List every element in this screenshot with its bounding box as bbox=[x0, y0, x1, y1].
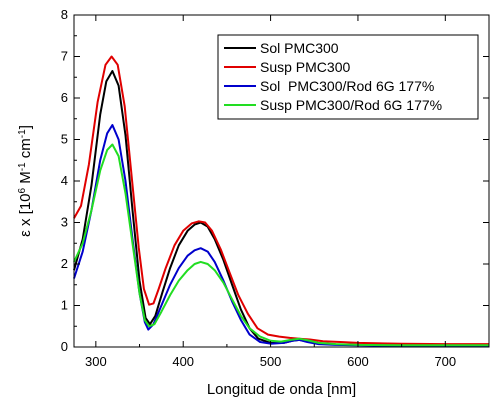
x-tick-label: 600 bbox=[347, 354, 369, 369]
series-line-4 bbox=[73, 143, 489, 347]
y-axis-title: ε x [106 M-1 cm-1] bbox=[17, 125, 35, 237]
y-tick-label: 0 bbox=[61, 339, 68, 354]
y-axis: 0 1 2 3 4 5 6 7 8 bbox=[61, 7, 489, 354]
y-tick-label: 3 bbox=[61, 215, 68, 230]
legend-label-2: Susp PMC300 bbox=[260, 59, 350, 75]
y-title-exp1: 6 bbox=[17, 188, 28, 194]
legend: Sol PMC300 Susp PMC300 Sol PMC300/Rod 6G 1… bbox=[217, 34, 479, 120]
legend-label-3: Sol PMC300/Rod 6G 177% bbox=[260, 78, 434, 94]
legend-items: Sol PMC300 Susp PMC300 Sol PMC300/Rod 6G 1… bbox=[224, 40, 442, 113]
x-axis-title: Longitud de onda [nm] bbox=[207, 381, 356, 398]
y-title-exp3: -1 bbox=[17, 129, 28, 138]
y-tick-label: 6 bbox=[61, 90, 68, 105]
y-title-suffix: ] bbox=[17, 125, 34, 129]
y-tick-label: 8 bbox=[61, 7, 68, 22]
series-line-3 bbox=[73, 124, 489, 347]
legend-box bbox=[217, 34, 479, 120]
y-tick-label: 5 bbox=[61, 132, 68, 147]
y-tick-label: 4 bbox=[61, 173, 68, 188]
y-tick-label: 7 bbox=[61, 49, 68, 64]
x-tick-label: 300 bbox=[85, 354, 107, 369]
legend-label-4: Susp PMC300/Rod 6G 177% bbox=[260, 97, 442, 113]
y-title-middle: M bbox=[17, 171, 34, 188]
x-tick-label: 500 bbox=[260, 354, 282, 369]
legend-label-1: Sol PMC300 bbox=[260, 40, 339, 56]
series-line-2 bbox=[73, 55, 489, 346]
x-tick-label: 400 bbox=[172, 354, 194, 369]
y-tick-label: 1 bbox=[61, 298, 68, 313]
y-tick-label: 2 bbox=[61, 256, 68, 271]
series-layer bbox=[73, 55, 489, 347]
x-tick-label: 700 bbox=[434, 354, 456, 369]
x-axis: 300 400 500 600 700 bbox=[85, 15, 490, 369]
y-title-middle2: cm bbox=[17, 138, 34, 162]
y-title-prefix: ε x [10 bbox=[17, 194, 34, 237]
y-title-exp2: -1 bbox=[17, 162, 28, 171]
